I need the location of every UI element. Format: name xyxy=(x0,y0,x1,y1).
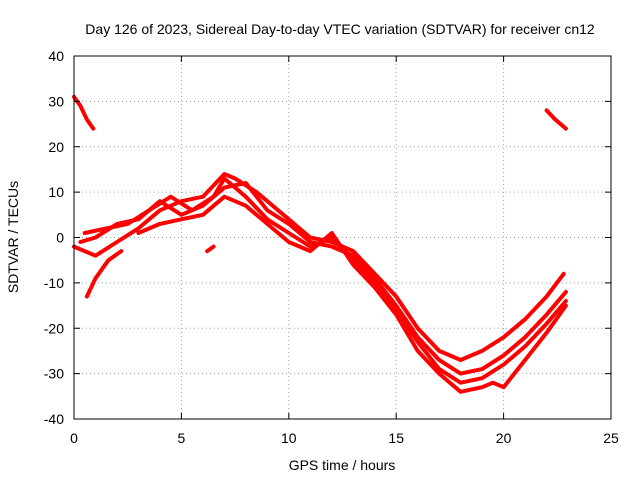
series-arc-a xyxy=(72,172,566,362)
x-tick-label: 0 xyxy=(70,430,78,446)
y-tick-label: -40 xyxy=(44,411,64,427)
y-axis-label: SDTVAR / TECUs xyxy=(5,181,21,293)
x-tick-label: 25 xyxy=(603,430,619,446)
y-tick-label: 20 xyxy=(48,139,64,155)
y-tick-label: -30 xyxy=(44,366,64,382)
series-arc-h xyxy=(205,244,216,254)
series-arc-g xyxy=(544,108,568,131)
x-tick-label: 20 xyxy=(496,430,512,446)
ticks: 0 5 10 15 20 25 -40 -30 -20 -10 0 10 20 30 40 xyxy=(44,48,619,446)
chart-title: Day 126 of 2023, Sidereal Day-to-day VTE… xyxy=(85,21,595,37)
x-tick-label: 15 xyxy=(388,430,404,446)
y-tick-label: -10 xyxy=(44,275,64,291)
series-arc-d xyxy=(136,194,568,394)
y-tick-label: -20 xyxy=(44,320,64,336)
grid xyxy=(74,56,611,419)
x-axis-label: GPS time / hours xyxy=(289,457,396,473)
x-tick-label: 10 xyxy=(281,430,297,446)
series-arc-c xyxy=(82,176,568,385)
series-layer xyxy=(72,94,568,394)
x-tick-label: 5 xyxy=(178,430,186,446)
y-tick-label: 0 xyxy=(56,230,64,246)
y-tick-label: 10 xyxy=(48,184,64,200)
y-tick-label: 30 xyxy=(48,93,64,109)
y-tick-label: 40 xyxy=(48,48,64,64)
series-arc-e xyxy=(84,249,124,299)
